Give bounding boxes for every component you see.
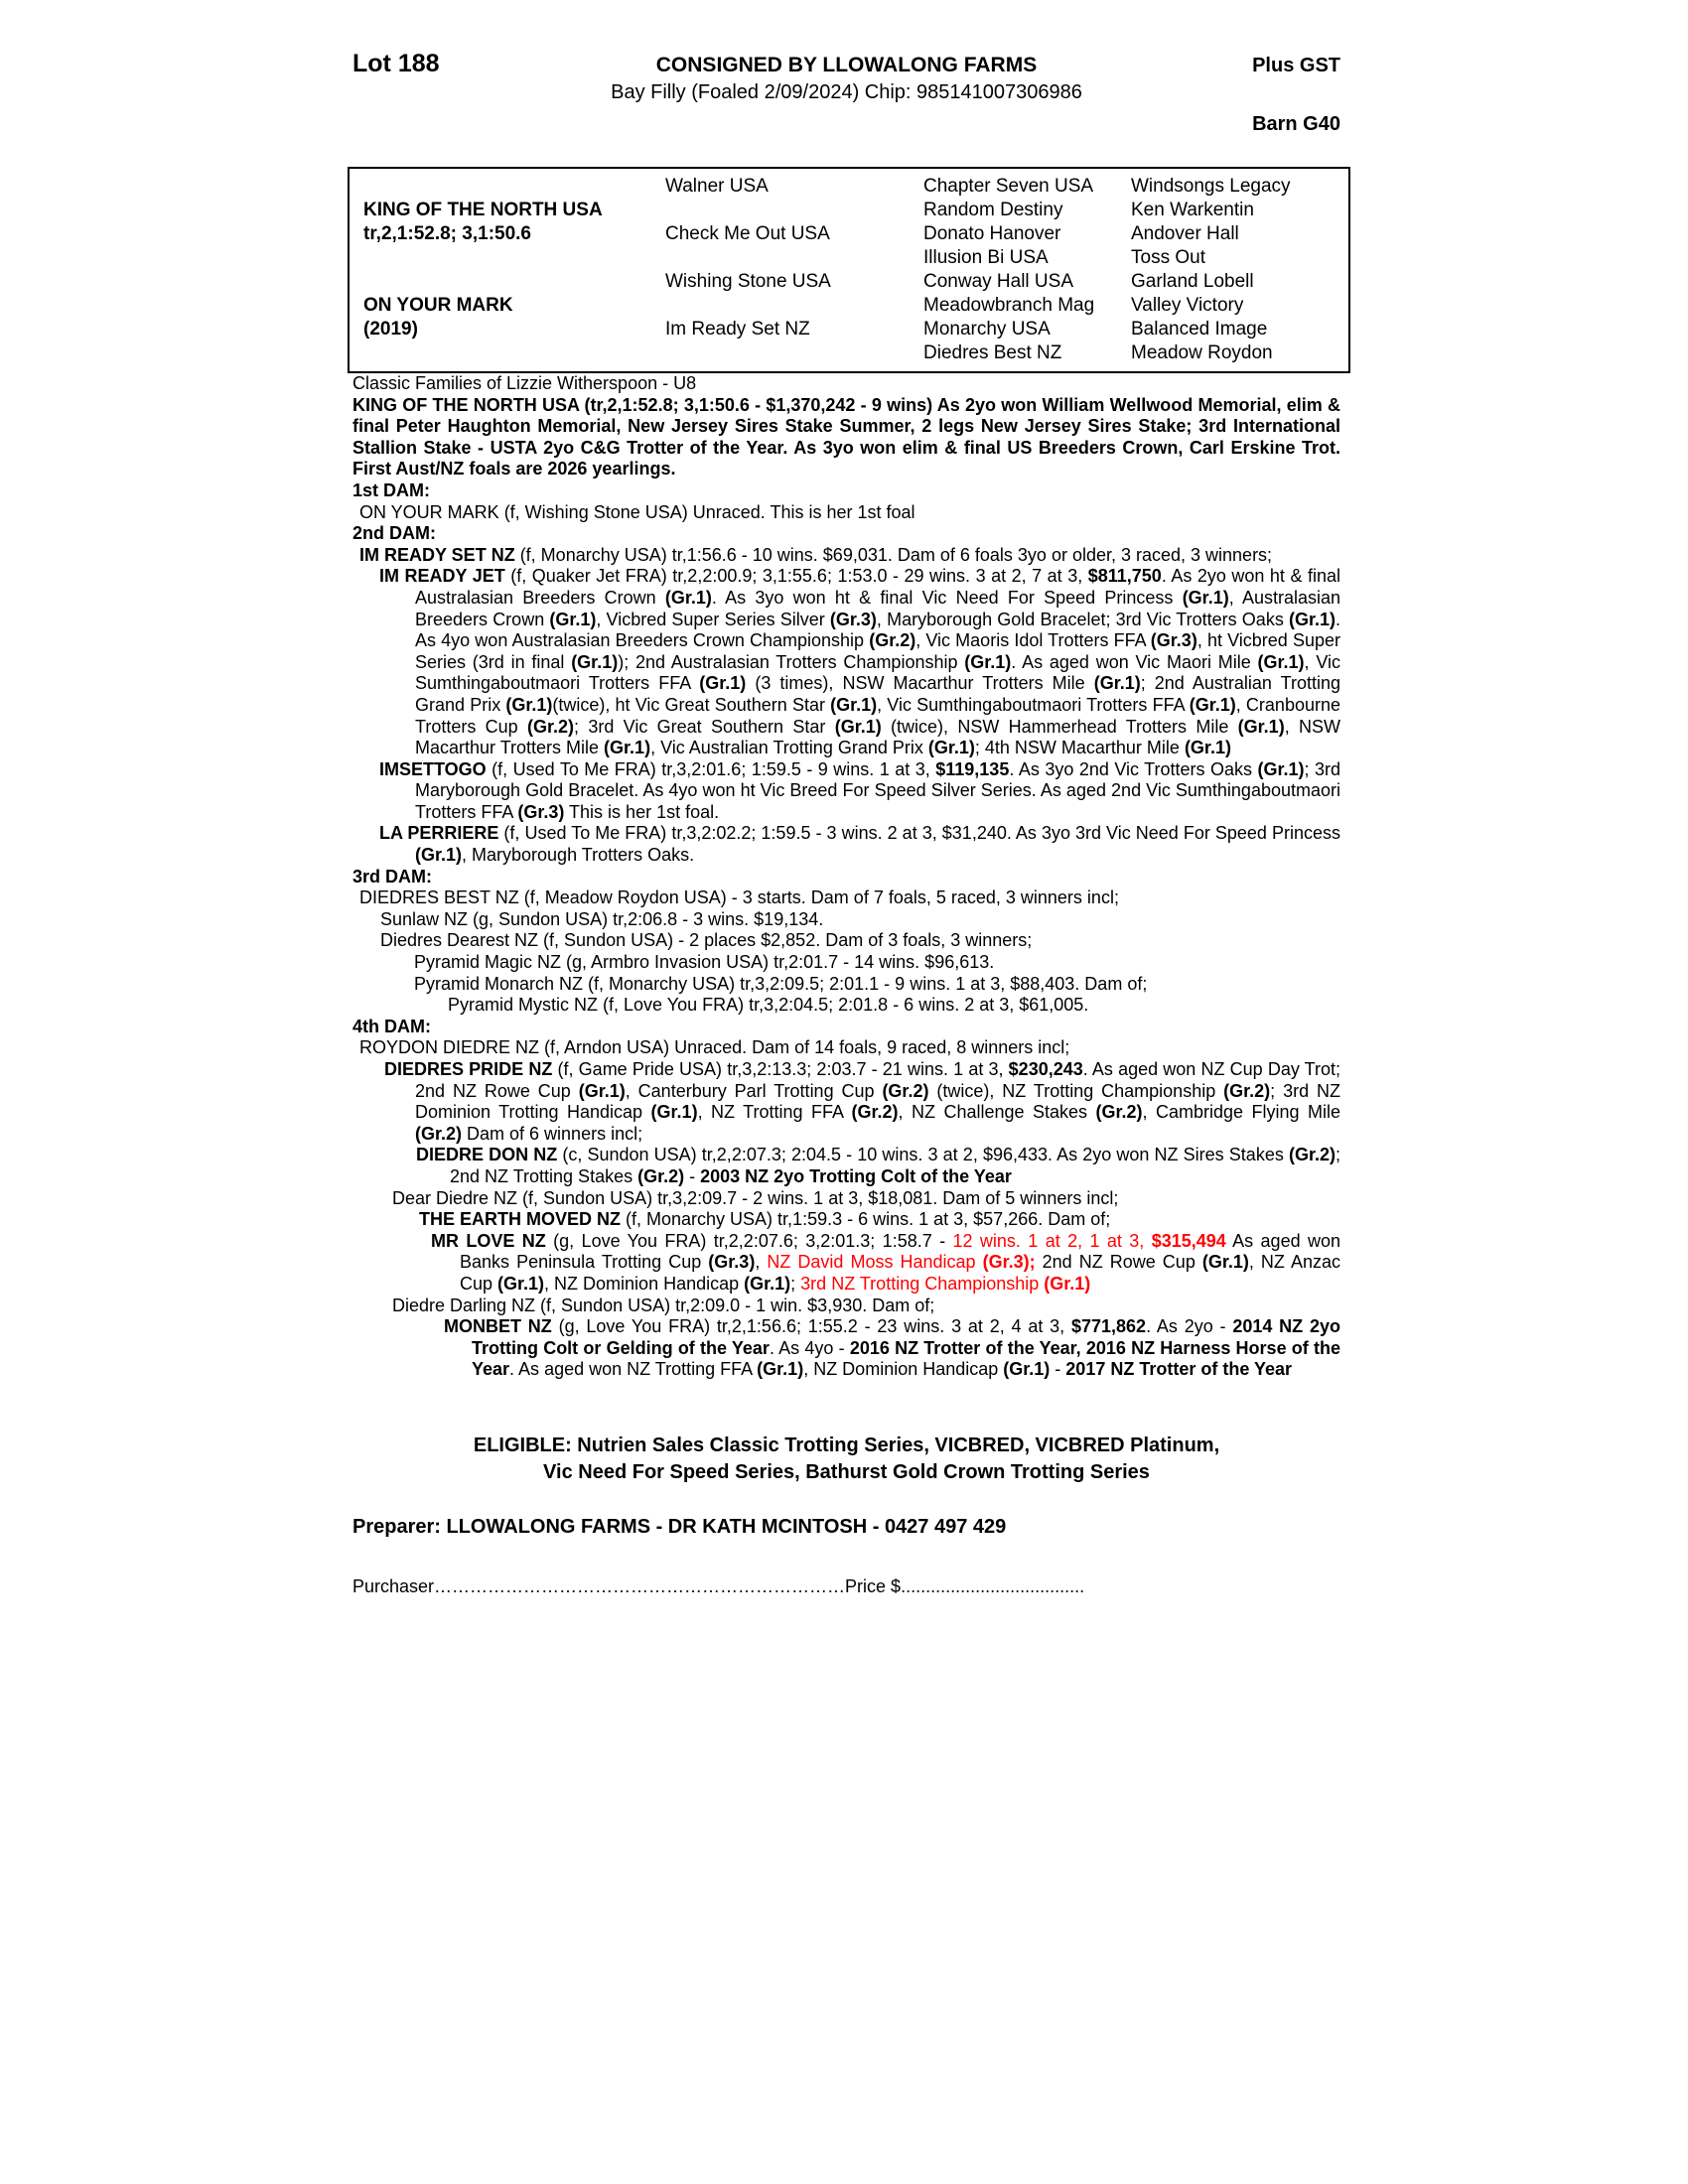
dam-name: ON YOUR MARK xyxy=(363,295,513,316)
dam2-heading: 2nd DAM: xyxy=(352,523,436,544)
pedigree-cell-gen4: Garland Lobell xyxy=(1131,271,1254,292)
progeny-diedre-darling: Diedre Darling NZ (f, Sundon USA) tr,2:0… xyxy=(392,1295,935,1315)
pedigree-cell-gen4: Windsongs Legacy xyxy=(1131,176,1291,197)
progeny-diedres-pride: DIEDRES PRIDE NZ (f, Game Pride USA) tr,… xyxy=(384,1059,1341,1144)
dam-year: (2019) xyxy=(363,319,418,340)
purchaser-line: Purchaser……………………………………………………………Price $.… xyxy=(352,1576,1340,1597)
progeny-diedres-dearest: Diedres Dearest NZ (f, Sundon USA) - 2 p… xyxy=(380,930,1033,951)
progeny-diedre-don: DIEDRE DON NZ (c, Sundon USA) tr,2,2:07.… xyxy=(416,1145,1340,1186)
page-header: Lot 188 CONSIGNED BY LLOWALONG FARMS Plu… xyxy=(352,50,1340,137)
progeny-mr-love: MR LOVE NZ (g, Love You FRA) tr,2,2:07.6… xyxy=(431,1230,1340,1294)
dam3-heading: 3rd DAM: xyxy=(352,866,432,887)
pedigree-cell-gen2-sire-dam: Check Me Out USA xyxy=(665,223,830,244)
dam4-heading: 4th DAM: xyxy=(352,1016,431,1036)
pedigree-cell-gen4: Balanced Image xyxy=(1131,319,1268,340)
pedigree-cell-gen2-sire-sire: Walner USA xyxy=(665,176,769,197)
purchaser-label: Purchaser xyxy=(352,1575,435,1596)
price-label: Price $ xyxy=(845,1575,902,1596)
preparer-line: Preparer: LLOWALONG FARMS - DR KATH MCIN… xyxy=(352,1515,1007,1538)
pedigree-cell-gen3: Random Destiny xyxy=(923,200,1063,220)
lot-number: Lot 188 xyxy=(352,50,440,77)
pedigree-cell-gen3: Monarchy USA xyxy=(923,319,1051,340)
pedigree-cell-gen4: Ken Warkentin xyxy=(1131,200,1254,220)
purchaser-dotted-line: …………………………………………………………… xyxy=(434,1575,846,1596)
classic-families-line: Classic Families of Lizzie Witherspoon -… xyxy=(352,373,697,393)
dam1-heading: 1st DAM: xyxy=(352,479,431,500)
progeny-pyramid-magic: Pyramid Magic NZ (g, Armbro Invasion USA… xyxy=(414,952,995,973)
pedigree-text: Classic Families of Lizzie Witherspoon -… xyxy=(352,373,1340,1381)
dam3-entry: DIEDRES BEST NZ (f, Meadow Roydon USA) -… xyxy=(359,887,1119,908)
barn-number: Barn G40 xyxy=(1252,113,1340,135)
pedigree-cell-gen3: Conway Hall USA xyxy=(923,271,1073,292)
progeny-the-earth-moved: THE EARTH MOVED NZ (f, Monarchy USA) tr,… xyxy=(419,1209,1111,1230)
pedigree-cell-gen2-dam-dam: Im Ready Set NZ xyxy=(665,319,810,340)
pedigree-cell-gen4: Andover Hall xyxy=(1131,223,1239,244)
pedigree-cell-gen3: Donato Hanover xyxy=(923,223,1061,244)
progeny-pyramid-monarch: Pyramid Monarch NZ (f, Monarchy USA) tr,… xyxy=(414,973,1148,994)
progeny-la-perriere: LA PERRIERE (f, Used To Me FRA) tr,3,2:0… xyxy=(379,823,1340,866)
plus-gst-label: Plus GST xyxy=(1252,55,1340,76)
pedigree-cell-gen4: Meadow Roydon xyxy=(1131,342,1273,363)
consignor-title: CONSIGNED BY LLOWALONG FARMS xyxy=(655,54,1038,76)
eligible-line-1: ELIGIBLE: Nutrien Sales Classic Trotting… xyxy=(473,1433,1220,1456)
dam1-entry: ON YOUR MARK (f, Wishing Stone USA) Unra… xyxy=(359,501,915,522)
dam2-entry: IM READY SET NZ (f, Monarchy USA) tr,1:5… xyxy=(359,544,1273,565)
pedigree-cell-gen3: Meadowbranch Mag xyxy=(923,295,1095,316)
progeny-dear-diedre: Dear Diedre NZ (f, Sundon USA) tr,3,2:09… xyxy=(392,1187,1119,1208)
sire-record: tr,2,1:52.8; 3,1:50.6 xyxy=(363,223,531,244)
pedigree-cell-gen3: Chapter Seven USA xyxy=(923,176,1094,197)
dam4-entry: ROYDON DIEDRE NZ (f, Arndon USA) Unraced… xyxy=(359,1037,1070,1058)
progeny-im-ready-jet: IM READY JET (f, Quaker Jet FRA) tr,2,2:… xyxy=(379,566,1341,758)
pedigree-cell-gen4: Toss Out xyxy=(1131,247,1205,268)
progeny-pyramid-mystic: Pyramid Mystic NZ (f, Love You FRA) tr,3… xyxy=(448,995,1089,1016)
progeny-monbet: MONBET NZ (g, Love You FRA) tr,2,1:56.6;… xyxy=(444,1316,1340,1380)
pedigree-cell-gen4: Valley Victory xyxy=(1131,295,1244,316)
sire-summary: KING OF THE NORTH USA (tr,2,1:52.8; 3,1:… xyxy=(352,394,1340,479)
pedigree-cell-gen3: Illusion Bi USA xyxy=(923,247,1049,268)
progeny-sunlaw: Sunlaw NZ (g, Sundon USA) tr,2:06.8 - 3 … xyxy=(380,908,824,929)
price-dotted-line: ..................................... xyxy=(901,1575,1085,1596)
eligible-line-2: Vic Need For Speed Series, Bathurst Gold… xyxy=(543,1460,1150,1483)
pedigree-cell-gen3: Diedres Best NZ xyxy=(923,342,1062,363)
pedigree-table: KING OF THE NORTH USA tr,2,1:52.8; 3,1:5… xyxy=(348,167,1350,373)
pedigree-cell-gen2-dam-sire: Wishing Stone USA xyxy=(665,271,831,292)
foal-description: Bay Filly (Foaled 2/09/2024) Chip: 98514… xyxy=(611,81,1082,103)
sire-name: KING OF THE NORTH USA xyxy=(363,200,603,220)
progeny-imsettogo: IMSETTOGO (f, Used To Me FRA) tr,3,2:01.… xyxy=(379,758,1340,822)
